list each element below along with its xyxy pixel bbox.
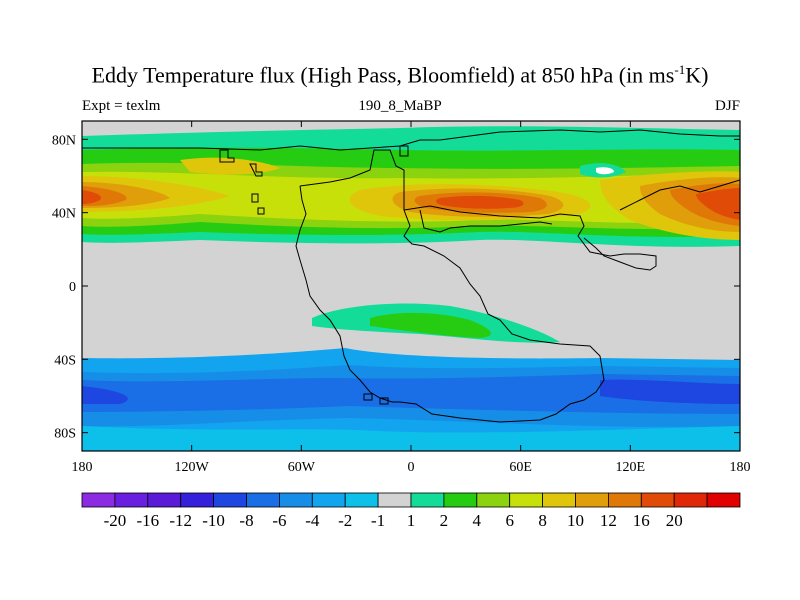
x-tick-label: 120E	[616, 460, 646, 475]
colorbar-label: 1	[407, 511, 416, 530]
colorbar-swatch	[509, 492, 544, 508]
y-axis-ticks: 80N 40N 0 40S 80S	[52, 133, 740, 442]
colorbar-swatch	[640, 492, 675, 508]
colorbar-label: 12	[600, 511, 617, 530]
colorbar-label: -8	[239, 511, 253, 530]
sh-min-east	[600, 379, 740, 404]
colorbar-swatch	[311, 492, 346, 508]
pacific-max-west-4	[82, 190, 102, 204]
colorbar-label: 8	[538, 511, 547, 530]
colorbar-swatch	[410, 492, 445, 508]
colorbar-label: -1	[371, 511, 385, 530]
colorbar-label: -20	[104, 511, 127, 530]
title-main: Eddy Temperature flux (High Pass, Bloomf…	[91, 62, 675, 88]
colorbar-swatch	[147, 492, 182, 508]
pacific-max-east-4	[696, 188, 740, 220]
y-tick-label: 40N	[52, 207, 76, 222]
sh-band-core	[82, 374, 740, 414]
run-label: 190_8_MaBP	[358, 98, 442, 114]
sh-min-west	[82, 386, 128, 404]
x-tick-label: 120W	[175, 460, 210, 475]
colorbar-label: -16	[136, 511, 159, 530]
map-title: Eddy Temperature flux (High Pass, Bloomf…	[0, 62, 800, 88]
colorbar-label: 10	[567, 511, 584, 530]
y-tick-label: 80S	[54, 427, 76, 442]
colorbar-swatch	[213, 492, 247, 508]
america-patch	[180, 157, 280, 175]
colorbar-swatch	[673, 492, 708, 508]
colorbar-swatch	[344, 492, 379, 508]
x-tick-label: 0	[408, 460, 415, 475]
colorbar-swatch	[278, 492, 313, 508]
colorbar-label: 20	[666, 511, 683, 530]
x-axis-ticks: 180 120W 60W 0 60E 120E 180	[72, 121, 751, 475]
season-label: DJF	[714, 98, 740, 114]
colorbar-swatch	[575, 492, 609, 508]
atlantic-max-4	[436, 195, 524, 209]
y-tick-label: 80N	[52, 133, 76, 148]
colorbar: -20 -16 -12 -10 -8 -6 -4 -2 -1 1 2 4 6 8 10 12 16 20	[81, 492, 741, 530]
colorbar-label: 4	[473, 511, 482, 530]
x-tick-label: 60E	[509, 460, 532, 475]
colorbar-label: 16	[633, 511, 650, 530]
colorbar-label: -2	[338, 511, 352, 530]
colorbar-swatch	[706, 492, 741, 508]
colorbar-swatch	[246, 492, 280, 508]
colorbar-swatch	[377, 492, 412, 508]
colorbar-label: -6	[272, 511, 286, 530]
colorbar-swatch	[542, 492, 576, 508]
colorbar-swatch	[81, 492, 116, 508]
asia-patch-2	[596, 167, 614, 175]
colorbar-swatch	[114, 492, 149, 508]
colorbar-swatch	[608, 492, 642, 508]
colorbar-swatch	[476, 492, 511, 508]
south-positive-core	[370, 312, 491, 338]
colorbar-swatch	[180, 492, 214, 508]
x-tick-label: 60W	[288, 460, 316, 475]
experiment-label: Expt = texlm	[82, 98, 161, 114]
contour-fields	[82, 126, 740, 451]
title-tail: K)	[685, 62, 709, 88]
colorbar-label: -12	[169, 511, 192, 530]
continent-outline	[82, 129, 740, 423]
x-tick-label: 180	[730, 460, 751, 475]
title-superscript: -1	[674, 62, 686, 77]
sh-edge	[82, 426, 740, 451]
colorbar-label: 6	[505, 511, 514, 530]
x-tick-label: 180	[72, 460, 93, 475]
y-tick-label: 40S	[54, 353, 76, 368]
y-tick-label: 0	[69, 280, 76, 295]
colorbar-label: 2	[440, 511, 449, 530]
colorbar-label: -10	[202, 511, 225, 530]
colorbar-swatch	[443, 492, 478, 508]
colorbar-label: -4	[305, 511, 320, 530]
